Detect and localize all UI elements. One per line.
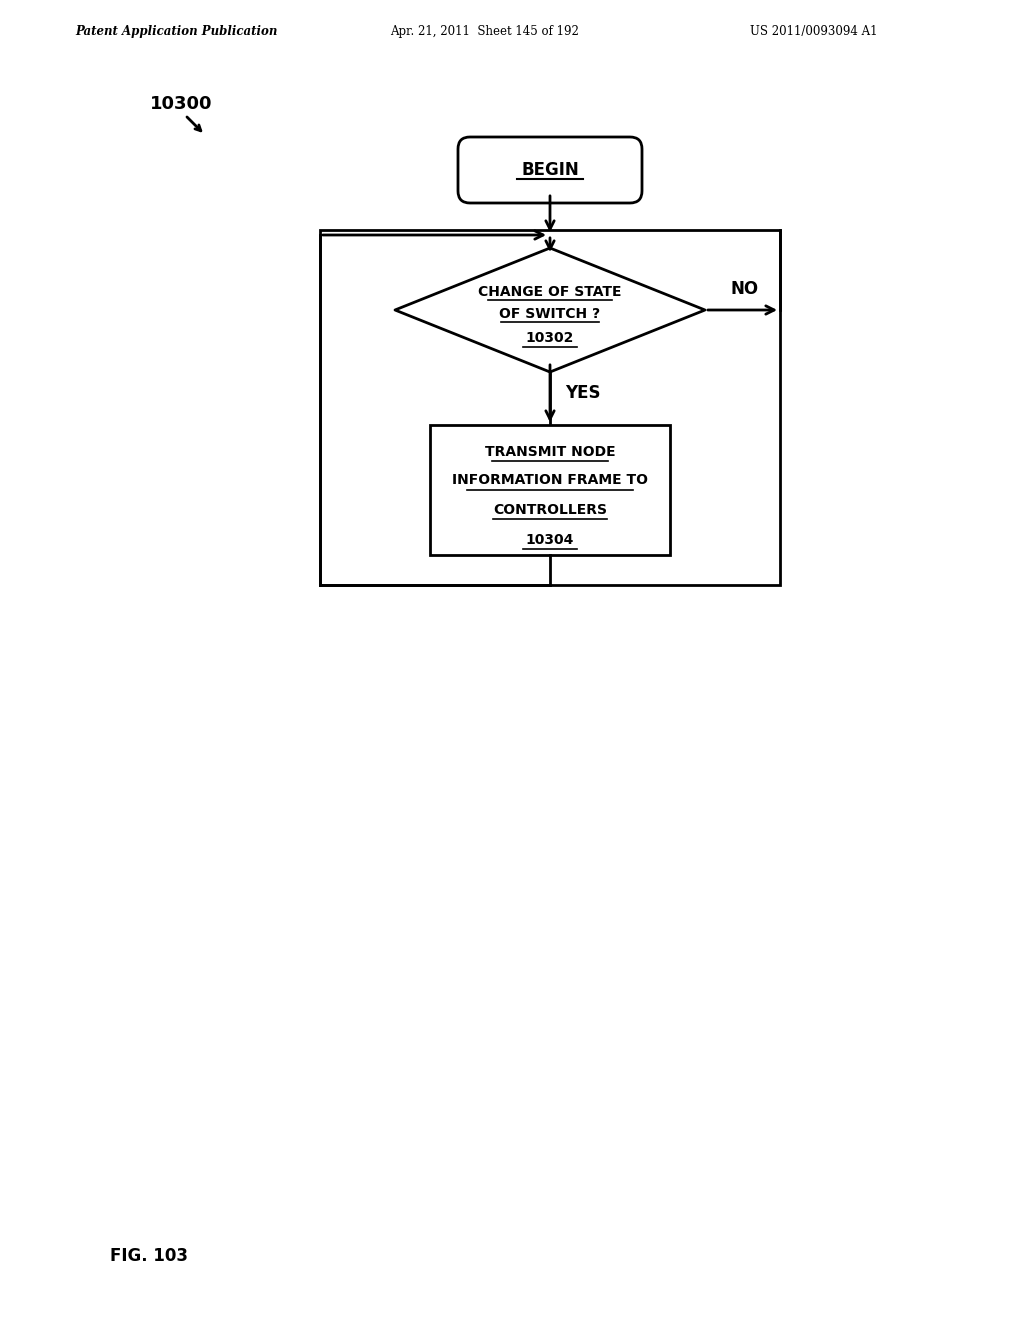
Text: 10300: 10300 bbox=[150, 95, 213, 114]
Text: Apr. 21, 2011  Sheet 145 of 192: Apr. 21, 2011 Sheet 145 of 192 bbox=[390, 25, 579, 38]
Text: TRANSMIT NODE: TRANSMIT NODE bbox=[484, 445, 615, 459]
Text: NO: NO bbox=[730, 280, 758, 298]
Bar bbox=[430, 425, 670, 554]
Text: CHANGE OF STATE: CHANGE OF STATE bbox=[478, 285, 622, 300]
FancyBboxPatch shape bbox=[458, 137, 642, 203]
Text: US 2011/0093094 A1: US 2011/0093094 A1 bbox=[750, 25, 878, 38]
Text: INFORMATION FRAME TO: INFORMATION FRAME TO bbox=[452, 473, 648, 487]
Text: Patent Application Publication: Patent Application Publication bbox=[75, 25, 278, 38]
Text: OF SWITCH ?: OF SWITCH ? bbox=[500, 308, 600, 321]
Text: BEGIN: BEGIN bbox=[521, 161, 579, 180]
Bar bbox=[319, 230, 780, 585]
Text: 10302: 10302 bbox=[525, 331, 574, 345]
Text: 10304: 10304 bbox=[525, 533, 574, 546]
Text: FIG. 103: FIG. 103 bbox=[110, 1247, 188, 1265]
Text: YES: YES bbox=[565, 384, 600, 403]
Text: CONTROLLERS: CONTROLLERS bbox=[493, 503, 607, 517]
